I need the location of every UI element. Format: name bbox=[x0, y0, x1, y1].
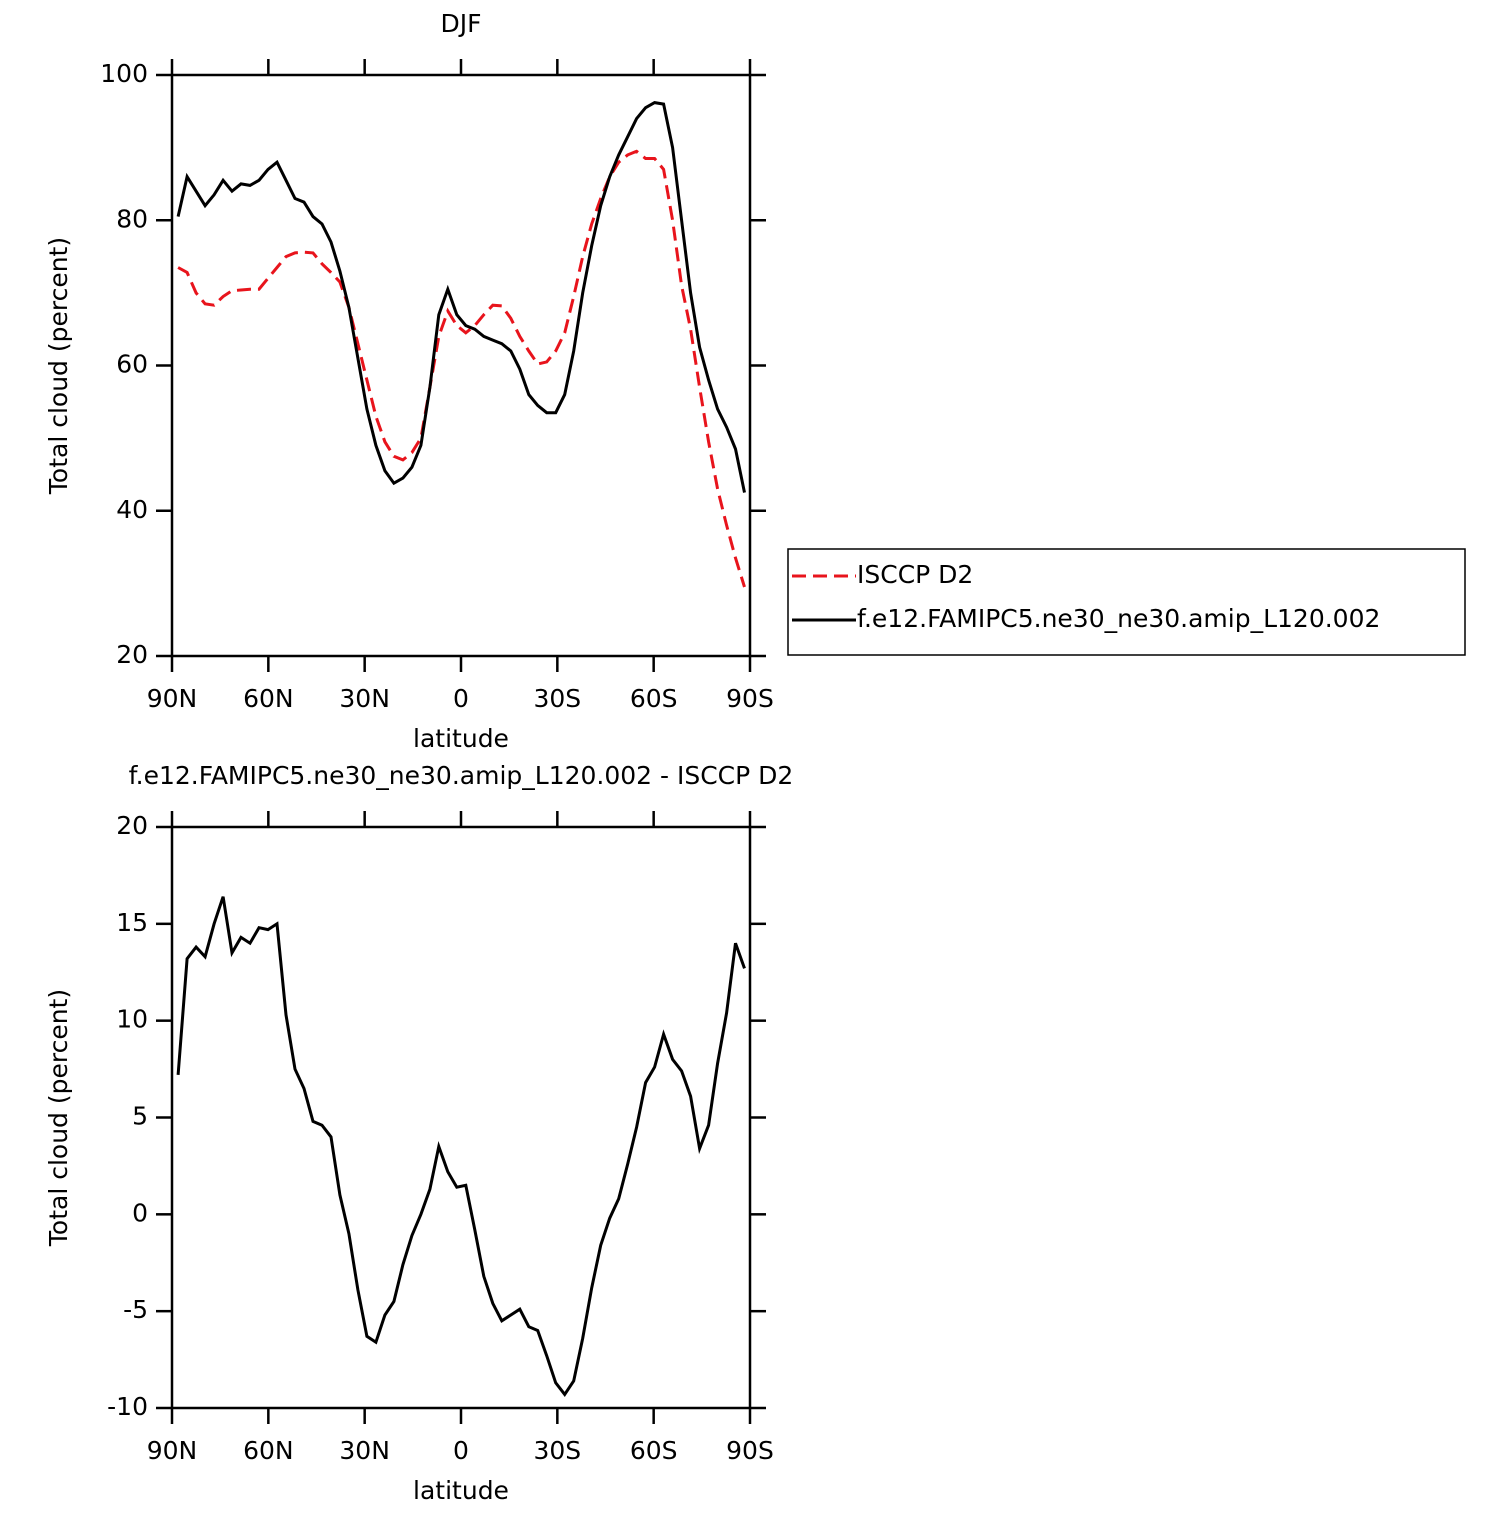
x-tick-label: 30S bbox=[533, 1436, 581, 1465]
legend-label: f.e12.FAMIPC5.ne30_ne30.amip_L120.002 bbox=[857, 604, 1380, 633]
y-tick-label: 20 bbox=[116, 640, 148, 669]
x-tick-label: 0 bbox=[453, 1436, 469, 1465]
y-tick-label: -5 bbox=[123, 1295, 148, 1324]
x-tick-label: 30S bbox=[533, 684, 581, 713]
y-tick-label: 15 bbox=[116, 908, 148, 937]
x-axis-label: latitude bbox=[413, 1476, 509, 1505]
y-tick-label: 40 bbox=[116, 495, 148, 524]
data-line bbox=[176, 101, 746, 493]
x-tick-label: 30N bbox=[339, 684, 390, 713]
x-tick-label: 30N bbox=[339, 1436, 390, 1465]
x-tick-label: 90N bbox=[147, 684, 198, 713]
y-tick-label: 60 bbox=[116, 350, 148, 379]
y-tick-label: -10 bbox=[107, 1392, 148, 1421]
x-tick-label: 60N bbox=[243, 684, 294, 713]
y-tick-label: 100 bbox=[100, 59, 148, 88]
x-tick-label: 0 bbox=[453, 684, 469, 713]
x-tick-label: 90S bbox=[726, 684, 774, 713]
chart-title: f.e12.FAMIPC5.ne30_ne30.amip_L120.002 - … bbox=[129, 761, 794, 790]
x-tick-label: 60S bbox=[630, 1436, 678, 1465]
data-line bbox=[176, 896, 746, 1397]
legend-label: ISCCP D2 bbox=[857, 560, 973, 589]
plot-frame bbox=[170, 73, 752, 658]
plot-frame bbox=[170, 825, 752, 1410]
y-tick-label: 5 bbox=[132, 1102, 148, 1131]
y-tick-label: 10 bbox=[116, 1005, 148, 1034]
x-tick-label: 60N bbox=[243, 1436, 294, 1465]
y-axis-label: Total cloud (percent) bbox=[44, 237, 73, 495]
x-tick-label: 90N bbox=[147, 1436, 198, 1465]
chart-title: DJF bbox=[440, 9, 481, 38]
data-line bbox=[177, 149, 746, 588]
y-tick-label: 80 bbox=[116, 204, 148, 233]
y-tick-label: 20 bbox=[116, 811, 148, 840]
y-tick-label: 0 bbox=[132, 1198, 148, 1227]
y-axis-label: Total cloud (percent) bbox=[44, 989, 73, 1247]
x-axis-label: latitude bbox=[413, 724, 509, 753]
x-tick-label: 90S bbox=[726, 1436, 774, 1465]
x-tick-label: 60S bbox=[630, 684, 678, 713]
legend-box bbox=[787, 548, 1466, 656]
